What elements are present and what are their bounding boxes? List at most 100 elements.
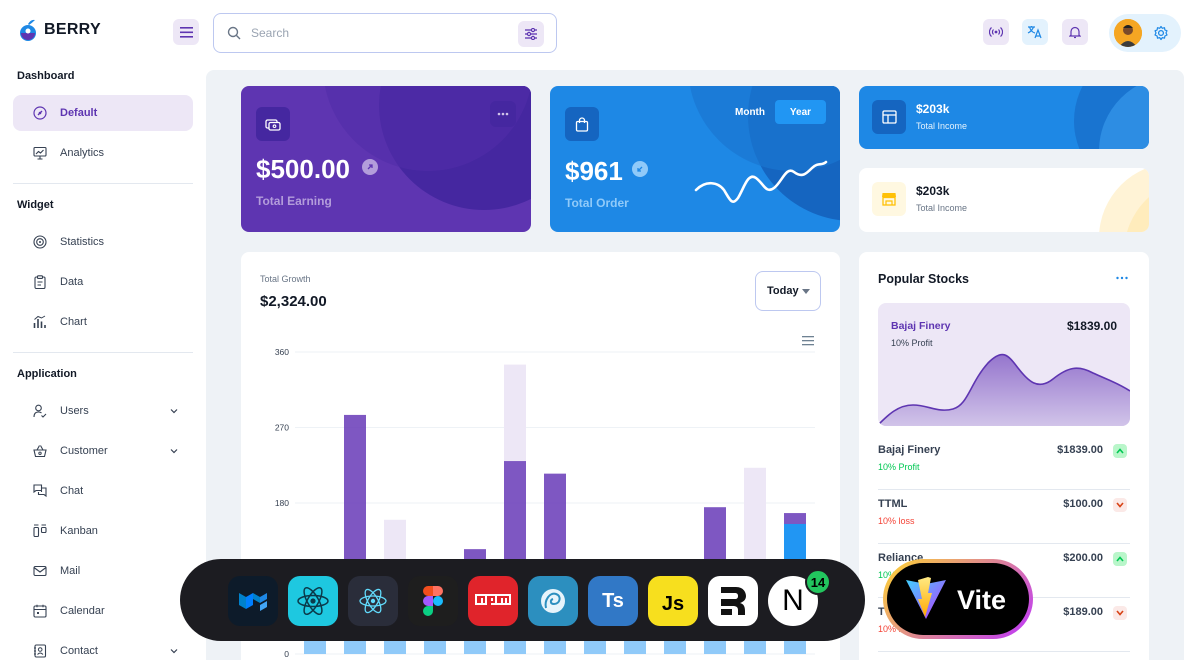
stock-delta: 10% Profit [878,462,920,472]
trend-up-badge [1113,444,1127,458]
sidebar-item-chart[interactable]: Chart [13,304,193,340]
nextjs-letter: N [782,584,804,617]
toggle-year-button[interactable]: Year [775,100,826,124]
sidebar-item-statistics[interactable]: Statistics [13,224,193,260]
javascript-text: Js [661,592,685,615]
more-horizontal-icon[interactable] [1115,274,1129,282]
order-value: $961 [565,156,623,186]
chevron-down-icon [170,449,178,454]
sidebar-item-label: Data [60,276,84,288]
chart-bar-icon [33,315,46,328]
stock-price: $100.00 [1063,498,1103,510]
sidebar-item-label: Default [60,107,98,119]
growth-caption: Total Growth [260,274,311,284]
trend-down-badge [1113,606,1127,620]
notifications-button[interactable] [1062,19,1088,45]
chart-menu-icon[interactable] [802,336,814,346]
search-filter-button[interactable] [518,21,544,47]
stock-price: $200.00 [1063,552,1103,564]
hero-stock-area-chart [878,353,1130,426]
chevron-down-icon [1116,502,1124,508]
profile-menu-button[interactable] [1109,14,1181,52]
sidebar-item-default[interactable]: Default [13,95,193,131]
search-input[interactable] [251,26,501,40]
menu-toggle-button[interactable] [173,19,199,45]
period-select[interactable]: Today [755,271,821,311]
bell-icon [1069,26,1081,38]
stock-delta: 10% loss [878,516,915,526]
trend-up-badge [1113,552,1127,566]
berry-logo-icon [20,19,36,41]
growth-value: $2,324.00 [260,293,327,310]
chart-bar [504,364,526,462]
income-label: Total Income [916,203,968,213]
menu-icon [179,26,193,38]
chart-y-tick-label: 0 [284,649,289,659]
sidebar-item-calendar[interactable]: Calendar [13,593,193,629]
credit-card-icon [265,119,281,131]
avatar [1114,19,1142,47]
sidebar-item-label: Mail [60,565,81,577]
income-value: $203k [916,184,950,198]
remix-icon [721,587,746,615]
order-label: Total Order [565,196,629,210]
nav-caption-widget: Widget [17,199,54,211]
sidebar-item-customer[interactable]: Customer [13,433,193,469]
sidebar-item-contact[interactable]: Contact [13,633,193,660]
user-check-icon [33,404,47,418]
chevron-up-icon [1116,448,1124,454]
nav-caption-application: Application [17,368,77,380]
sidebar-item-users[interactable]: Users [13,393,193,429]
layout-kanban-icon [33,524,47,538]
search-icon [227,26,241,40]
stock-row[interactable]: Bajaj Finery 10% Profit $1839.00 [878,436,1130,490]
period-select-value: Today [767,285,799,297]
contact-book-icon [34,644,47,658]
sidebar-item-data[interactable]: Data [13,264,193,300]
vite-badge: Vite [883,559,1033,639]
gear-icon [1154,25,1168,41]
chart-y-tick-label: 360 [275,347,289,357]
search-bar [213,13,557,53]
earning-label: Total Earning [256,194,332,208]
vite-badge-inner: Vite [887,563,1029,635]
sidebar-item-label: Kanban [60,525,98,537]
sliders-icon [525,28,537,40]
stock-hero-card[interactable]: Bajaj Finery $1839.00 10% Profit [878,303,1130,426]
total-income-card-light: $203k Total Income [859,168,1149,232]
earning-more-button[interactable] [490,101,516,127]
sidebar-item-label: Contact [60,645,98,657]
sidebar-item-analytics[interactable]: Analytics [13,135,193,171]
sidebar-item-mail[interactable]: Mail [13,553,193,589]
react-atom-icon [359,588,387,614]
basket-icon [33,445,47,458]
react-logo [288,576,338,626]
dashboard-gauge-icon [33,106,47,120]
income-value: $203k [916,102,950,116]
sidebar-item-label: Statistics [60,236,105,248]
hero-stock-price: $1839.00 [1066,319,1117,333]
mui-logo [228,576,278,626]
brand-logo[interactable]: BERRY [18,18,101,42]
chart-arcs-icon [33,235,47,249]
translate-icon [1027,26,1042,39]
language-button[interactable] [1022,19,1048,45]
mui-icon [239,593,267,611]
react-icon [297,586,329,616]
toggle-month-button[interactable]: Month [735,106,765,118]
sidebar-divider [13,352,193,353]
tech-stack-bar [180,559,865,641]
chart-y-tick-label: 180 [275,498,289,508]
npm-logo [468,576,518,626]
sidebar-item-chat[interactable]: Chat [13,473,193,509]
remix-logo [708,576,758,626]
sidebar-item-kanban[interactable]: Kanban [13,513,193,549]
earning-icon-box [256,107,290,141]
stock-row[interactable]: TTML 10% loss $100.00 [878,490,1130,544]
broadcast-button[interactable] [983,19,1009,45]
broadcast-icon [989,27,1003,37]
chevron-up-icon [1116,556,1124,562]
order-sparkline [694,160,828,203]
device-analytics-icon [33,146,47,160]
app-header: BERRY [0,0,1200,66]
